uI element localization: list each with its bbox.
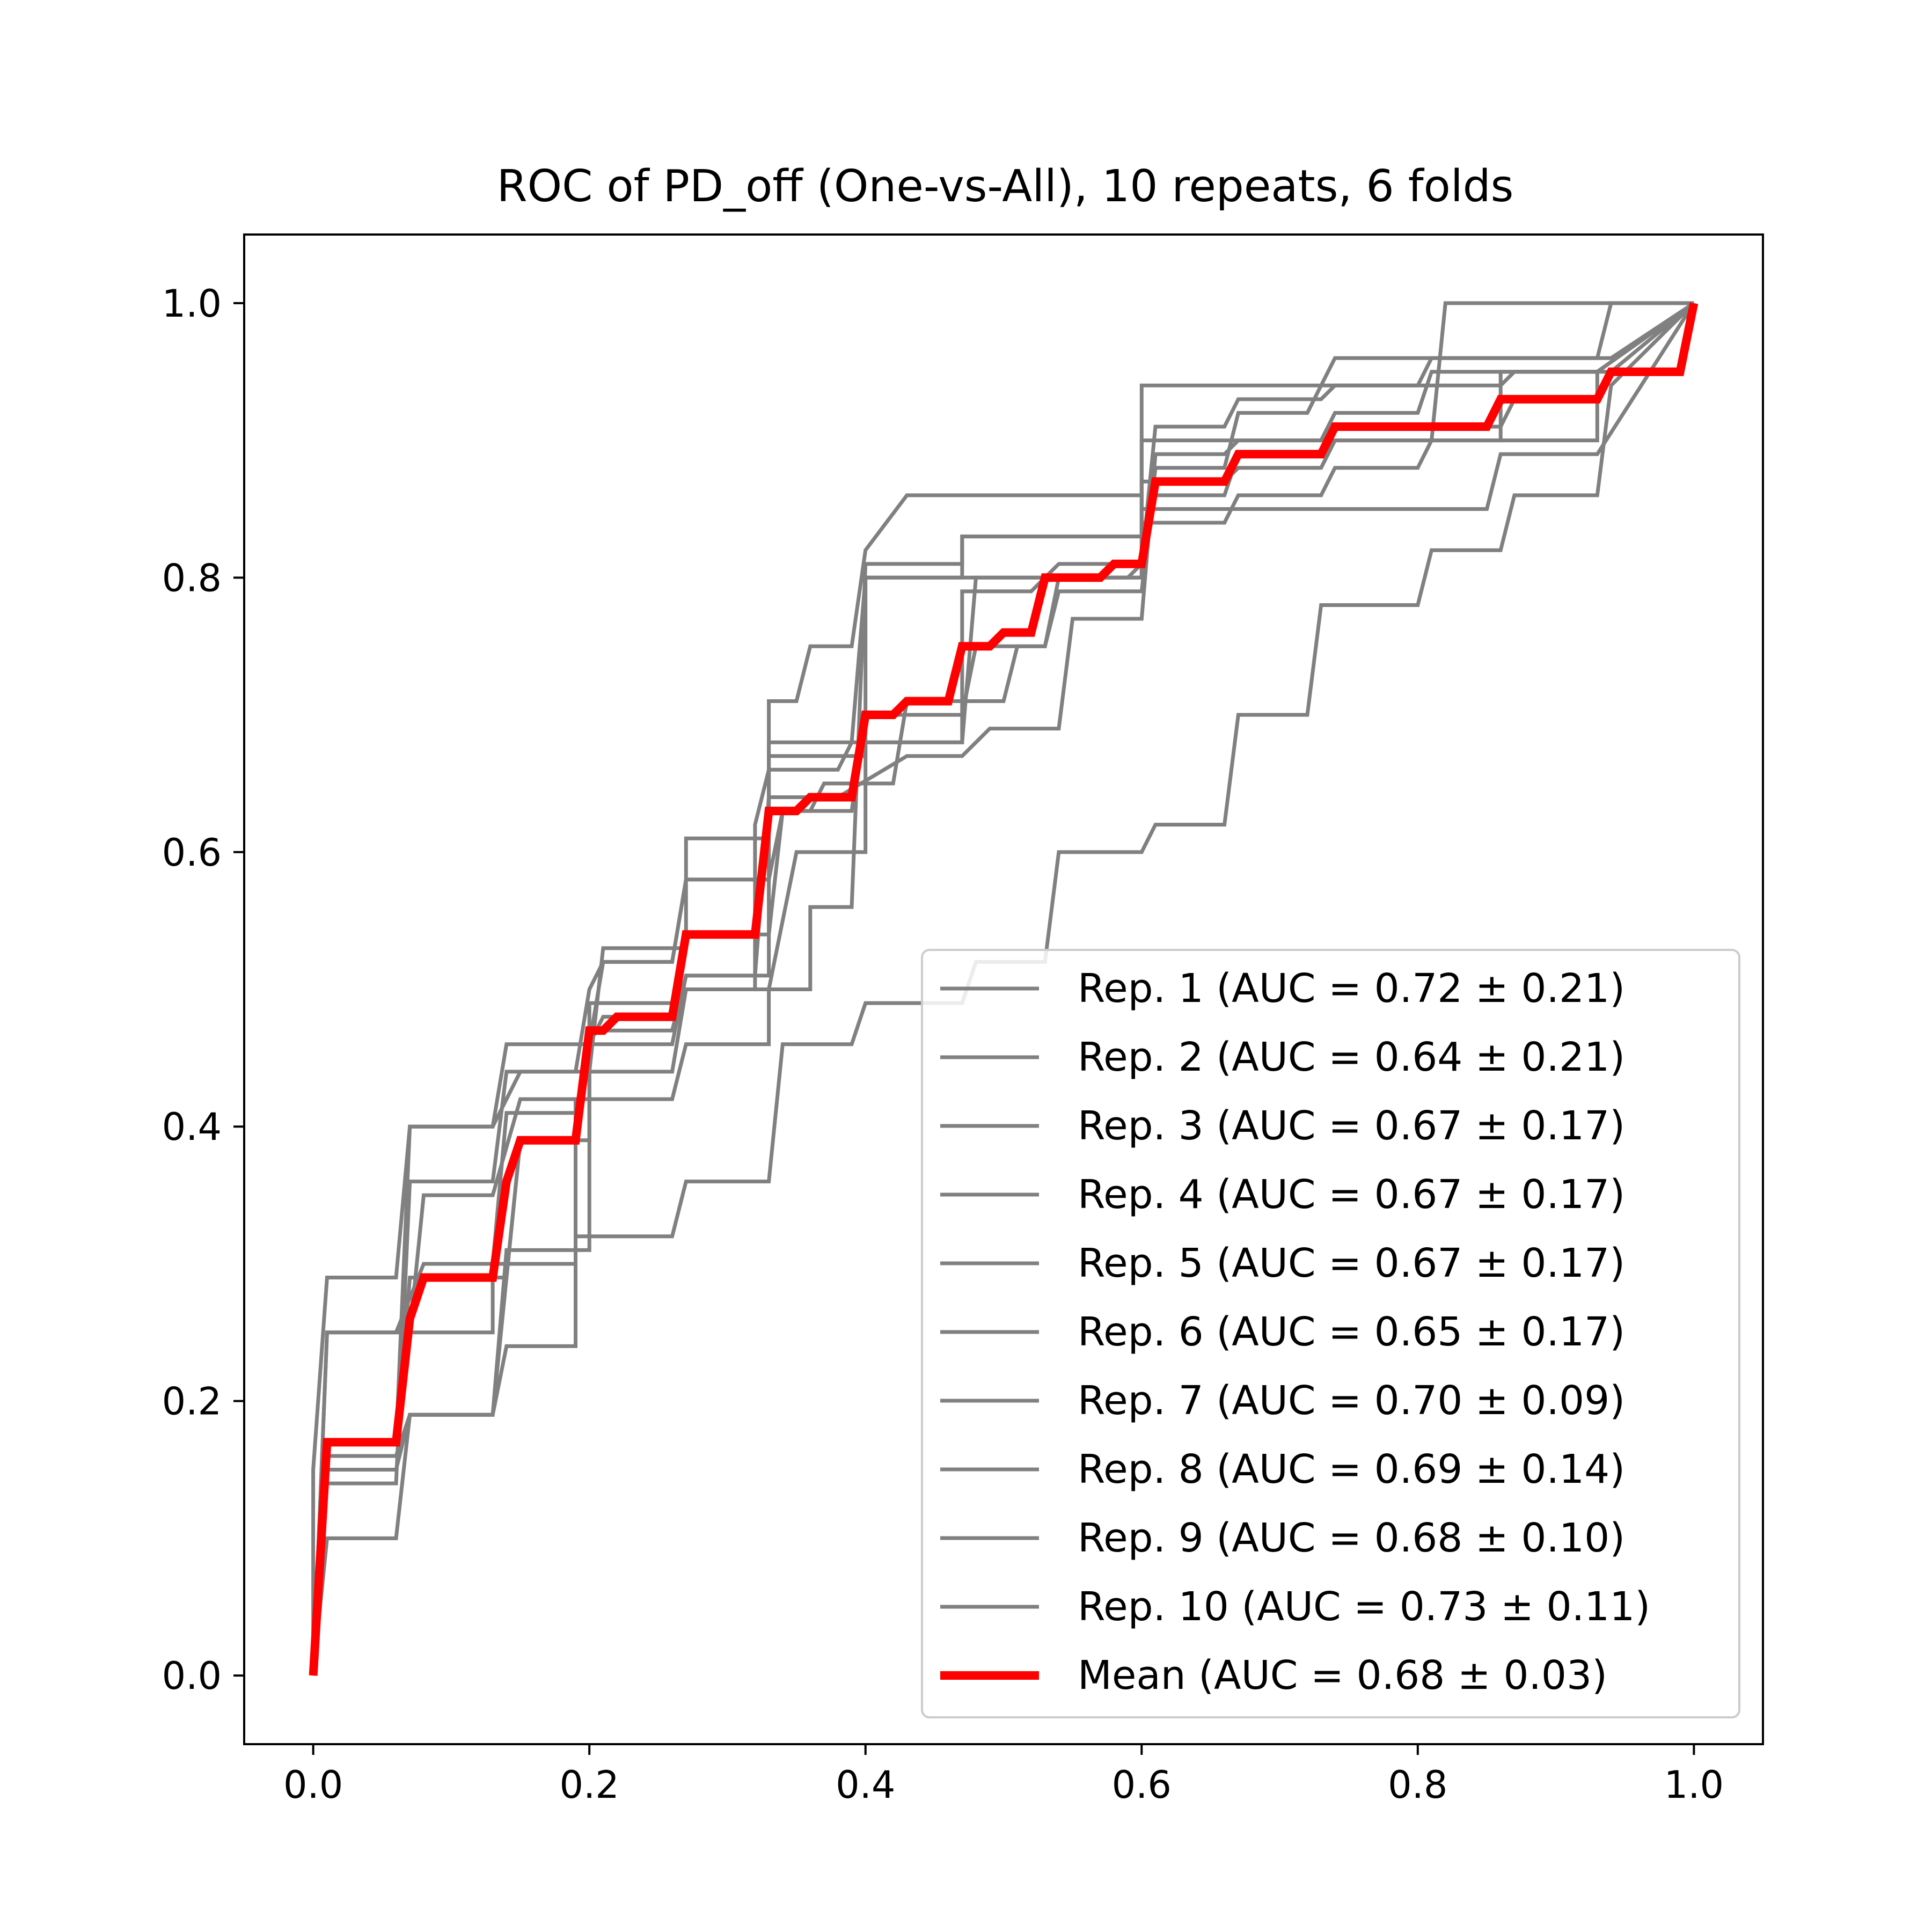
y-tick-label: 0.4: [162, 1105, 222, 1149]
legend-label: Rep. 9 (AUC = 0.68 ± 0.10): [1078, 1515, 1625, 1561]
legend-label: Rep. 2 (AUC = 0.64 ± 0.21): [1078, 1034, 1625, 1080]
legend-label: Rep. 4 (AUC = 0.67 ± 0.17): [1078, 1172, 1625, 1218]
series-line-rep-4: [311, 303, 1696, 1676]
legend-label: Rep. 1 (AUC = 0.72 ± 0.21): [1078, 965, 1625, 1012]
y-tick-label: 0.2: [162, 1380, 222, 1424]
chart-title: ROC of PD_off (One-vs-All), 10 repeats, …: [497, 161, 1514, 212]
x-tick-label: 0.0: [283, 1763, 343, 1807]
plot-frame: [243, 233, 1764, 1745]
series-layer: [309, 301, 1699, 1676]
y-tick-label: 0.0: [162, 1654, 222, 1698]
x-tick-label: 0.8: [1388, 1763, 1447, 1807]
y-axis: 0.0 0.2 0.4 0.6 0.8 1.0: [162, 282, 244, 1698]
x-tick-label: 0.2: [560, 1763, 619, 1807]
y-tick-label: 0.8: [162, 556, 222, 600]
x-tick-label: 0.4: [836, 1763, 895, 1807]
series-line-rep-8: [311, 302, 1695, 1676]
legend-label: Mean (AUC = 0.68 ± 0.03): [1078, 1652, 1607, 1699]
series-line-mean: [309, 302, 1699, 1676]
legend-label: Rep. 8 (AUC = 0.69 ± 0.14): [1078, 1446, 1625, 1492]
legend-label: Rep. 3 (AUC = 0.67 ± 0.17): [1078, 1103, 1625, 1149]
x-tick-label: 1.0: [1664, 1763, 1724, 1807]
legend-box: [921, 949, 1740, 1718]
legend-label: Rep. 6 (AUC = 0.65 ± 0.17): [1078, 1309, 1625, 1355]
y-tick-label: 1.0: [162, 282, 222, 326]
legend: Rep. 1 (AUC = 0.72 ± 0.21) Rep. 2 (AUC = …: [921, 949, 1740, 1718]
legend-label: Rep. 7 (AUC = 0.70 ± 0.09): [1078, 1378, 1625, 1424]
x-axis: 0.0 0.2 0.4 0.6 0.8 1.0: [283, 1744, 1724, 1807]
x-tick-label: 0.6: [1112, 1763, 1172, 1807]
y-tick-label: 0.6: [162, 831, 222, 875]
legend-label: Rep. 5 (AUC = 0.67 ± 0.17): [1078, 1240, 1625, 1286]
legend-label: Rep. 10 (AUC = 0.73 ± 0.11): [1078, 1584, 1650, 1630]
series-line-rep-10: [311, 301, 1694, 1676]
